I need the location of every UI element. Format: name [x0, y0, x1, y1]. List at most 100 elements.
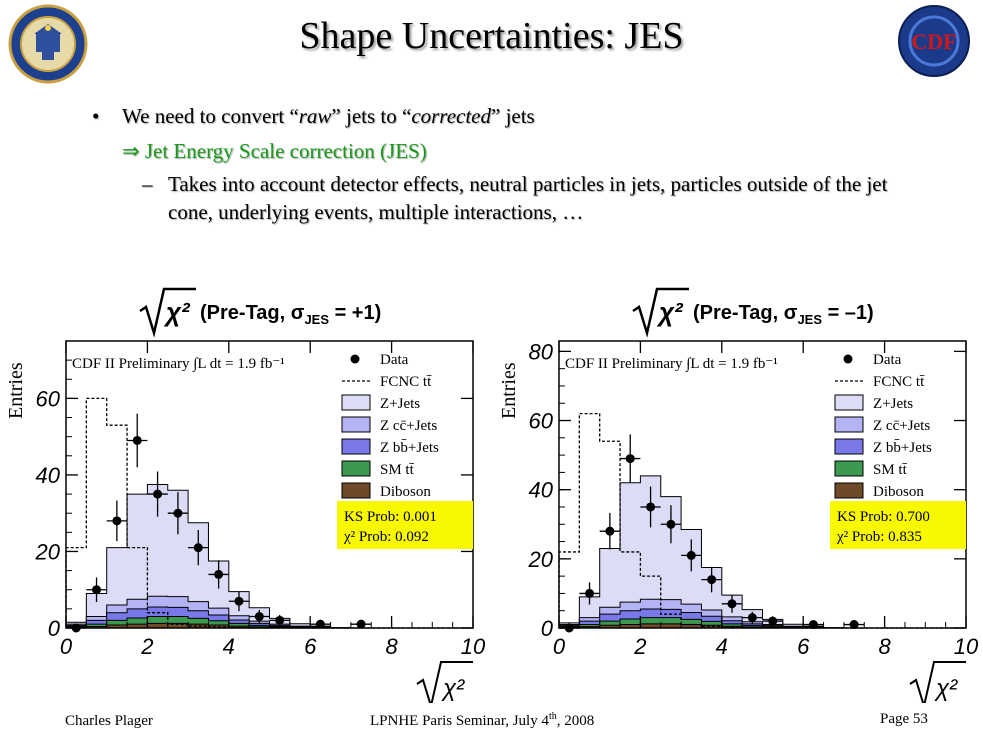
data-point	[132, 435, 142, 445]
x-axis-label-sqrt	[909, 661, 966, 703]
footer-page-number: Page 53	[880, 711, 928, 727]
title-chi2-symbol: χ²	[163, 297, 191, 327]
legend-swatch-sm-tt	[834, 460, 864, 477]
x-tick-label: 4	[716, 634, 728, 659]
y-tick-label: 0	[48, 616, 61, 641]
preliminary-label: CDF II Preliminary ∫L dt = 1.9 fb⁻¹	[72, 356, 285, 372]
x-axis-label-sqrt	[416, 661, 473, 703]
ks-prob-box	[830, 501, 966, 549]
title-chi2-symbol: χ²	[656, 297, 684, 327]
y-tick-label: 60	[529, 409, 554, 434]
bullet-list: We need to convert “raw” jets to “correc…	[92, 102, 932, 226]
legend-label-fcnc-tt: FCNC tt̄	[873, 374, 925, 390]
data-point	[747, 613, 757, 623]
x-tick-label: 8	[878, 634, 891, 659]
y-tick-label: 60	[36, 386, 61, 411]
legend-label-sm-tt: SM tt̄	[380, 462, 415, 478]
data-point	[193, 543, 203, 553]
sub-bullet-detector-effects: – Takes into account detector effects, ne…	[142, 172, 888, 224]
data-point	[768, 616, 778, 626]
x-axis-label: χ²	[441, 675, 465, 702]
x-tick-label: 2	[140, 634, 153, 659]
data-point	[356, 619, 366, 629]
legend-label-diboson: Diboson	[380, 484, 431, 500]
ks-prob-text: KS Prob: 0.001	[344, 509, 437, 525]
data-point	[849, 620, 859, 630]
data-point	[727, 599, 737, 609]
data-point	[808, 620, 818, 630]
chi2-prob-text: χ² Prob: 0.092	[343, 529, 429, 545]
chi2-prob-text: χ² Prob: 0.835	[836, 529, 922, 545]
y-axis-label: Entries	[498, 362, 520, 419]
data-point	[686, 550, 696, 560]
data-point	[625, 454, 635, 464]
x-tick-label: 0	[60, 634, 73, 659]
bullet-convert-jets: We need to convert “raw” jets to “correc…	[92, 102, 932, 130]
x-tick-label: 4	[223, 634, 235, 659]
x-tick-label: 6	[797, 634, 810, 659]
legend-label-z-bb-jets: Z bb̄+Jets	[380, 440, 439, 456]
cdf-logo-text: CDF	[911, 29, 956, 54]
legend-swatch-diboson	[341, 482, 371, 499]
jes-arrow-line: ⇒ Jet Energy Scale correction (JES)	[122, 139, 427, 163]
legend-marker-data	[843, 354, 853, 364]
data-point	[254, 612, 264, 622]
y-tick-label: 40	[529, 478, 554, 503]
legend-swatch-z-jets	[341, 394, 371, 411]
legend-label-z-cc-jets: Z cc̄+Jets	[380, 418, 437, 434]
data-point	[605, 526, 615, 536]
chart-right-jes-minus: (Pre-Tag, σJES = –1) χ² 0 2 4 6 8 10 0 20 40 60 80 En…	[498, 287, 979, 703]
legend-label-fcnc-tt: FCNC tt̄	[380, 374, 432, 390]
ks-prob-text: KS Prob: 0.700	[837, 509, 930, 525]
legend-swatch-z-jets	[834, 394, 864, 411]
x-tick-label: 10	[954, 634, 979, 659]
footer-seminar: LPNHE Paris Seminar, July 4th, 2008	[370, 711, 595, 729]
chart-left-jes-plus: (Pre-Tag, σJES = +1) χ² 0 2 4 6 8 10 0 20 40 60 Entr…	[5, 287, 486, 703]
data-point	[214, 569, 224, 579]
legend-swatch-diboson	[834, 482, 864, 499]
legend-label-z-bb-jets: Z bb̄+Jets	[873, 440, 932, 456]
chart-title: (Pre-Tag, σJES = +1)	[200, 302, 381, 327]
x-tick-label: 8	[385, 634, 398, 659]
x-tick-label: 10	[461, 634, 486, 659]
x-axis-label: χ²	[934, 675, 958, 702]
legend-label-z-cc-jets: Z cc̄+Jets	[873, 418, 930, 434]
cdf-logo-icon: CDF	[898, 5, 970, 77]
legend-marker-data	[350, 354, 360, 364]
title-sqrt-symbol	[139, 287, 196, 338]
data-point	[315, 619, 325, 629]
y-tick-label: 0	[541, 616, 554, 641]
data-point	[646, 502, 656, 512]
y-axis-label: Entries	[5, 362, 27, 419]
data-point	[234, 596, 244, 606]
data-point	[707, 575, 717, 585]
x-tick-label: 2	[633, 634, 646, 659]
legend-label-z-jets: Z+Jets	[873, 396, 913, 412]
data-point	[112, 516, 122, 526]
legend-swatch-z-bb-jets	[834, 438, 864, 455]
footer-author: Charles Plager	[65, 713, 153, 729]
y-tick-label: 20	[528, 547, 554, 572]
legend-label-sm-tt: SM tt̄	[873, 462, 908, 478]
data-point	[92, 585, 102, 595]
y-tick-label: 80	[529, 339, 554, 364]
page-title: Shape Uncertainties: JES	[299, 15, 684, 57]
ks-prob-box	[337, 501, 473, 549]
fcnc-histogram	[558, 412, 966, 629]
legend-label-data: Data	[380, 352, 409, 368]
legend-swatch-z-bb-jets	[341, 438, 371, 455]
legend-swatch-z-cc-jets	[834, 416, 864, 433]
x-tick-label: 6	[304, 634, 317, 659]
legend-label-z-jets: Z+Jets	[380, 396, 420, 412]
data-point	[275, 615, 285, 625]
legend-swatch-sm-tt	[341, 460, 371, 477]
data-point	[153, 489, 163, 499]
legend-label-diboson: Diboson	[873, 484, 924, 500]
y-tick-label: 40	[36, 463, 61, 488]
chart-title: (Pre-Tag, σJES = –1)	[693, 302, 874, 327]
legend-swatch-z-cc-jets	[341, 416, 371, 433]
preliminary-label: CDF II Preliminary ∫L dt = 1.9 fb⁻¹	[565, 356, 778, 372]
title-sqrt-symbol	[632, 287, 689, 338]
data-point	[173, 508, 183, 518]
data-point	[585, 588, 595, 598]
